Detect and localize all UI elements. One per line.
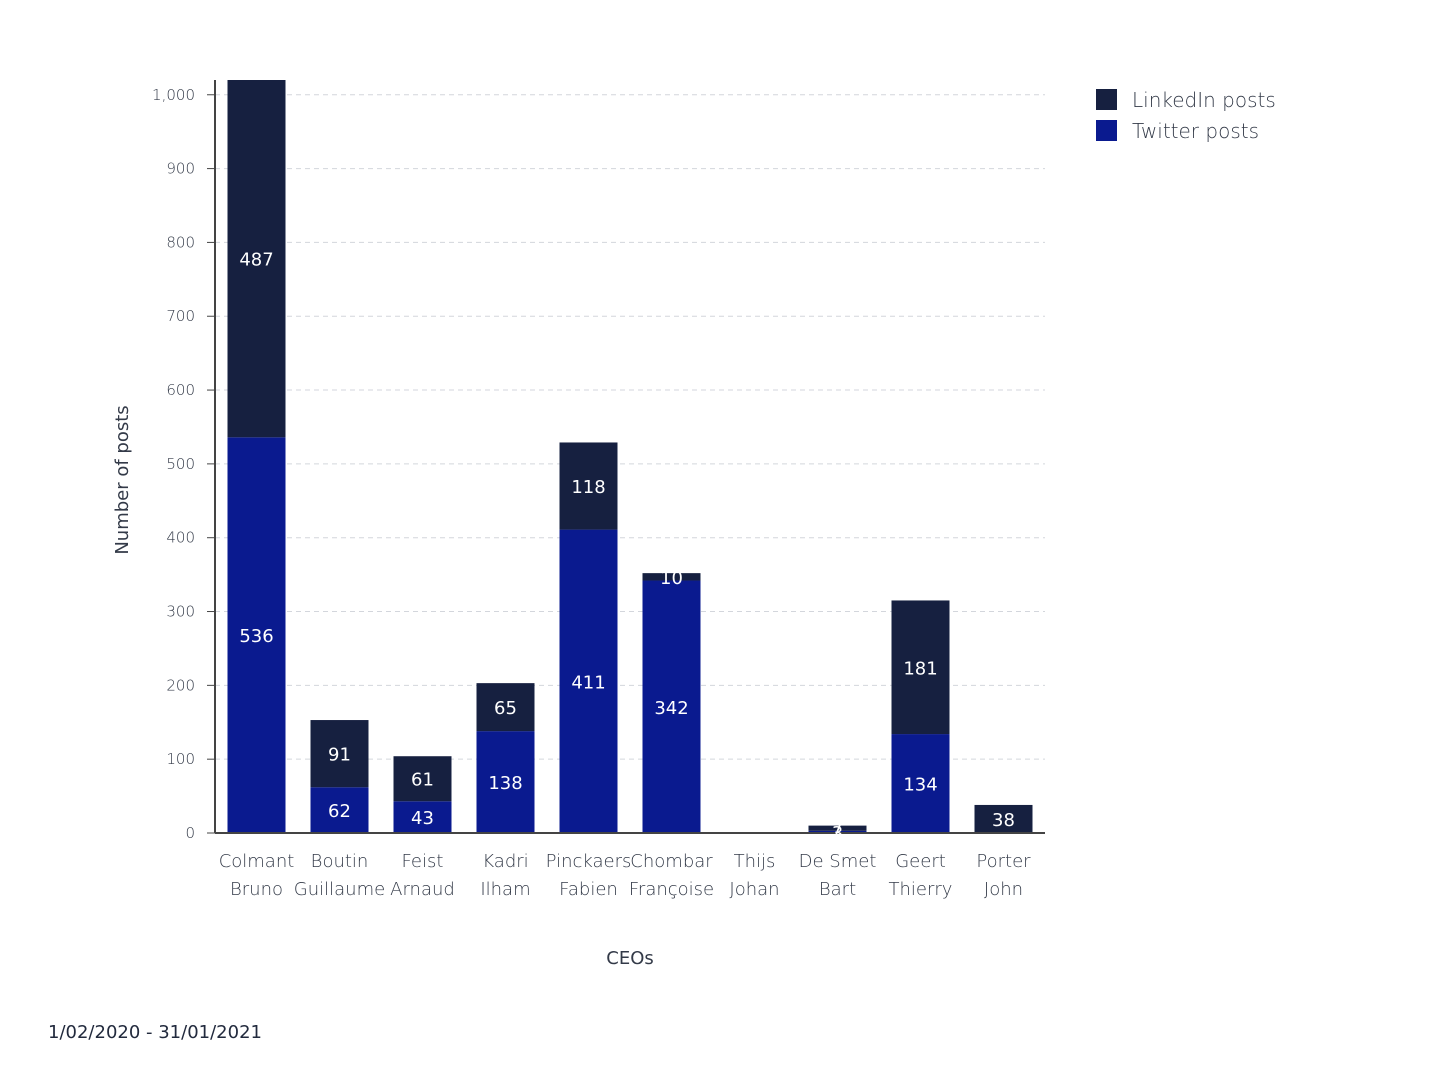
- data-label-linkedin: 487: [239, 250, 273, 271]
- bar-twitter[interactable]: [891, 734, 950, 833]
- y-tick-label: 100: [166, 750, 195, 768]
- data-label-linkedin: 118: [571, 477, 605, 498]
- x-tick-label: Françoise: [629, 879, 714, 900]
- y-tick-label: 800: [166, 233, 195, 251]
- data-label-twitter: 411: [571, 672, 605, 693]
- bar-twitter[interactable]: [808, 830, 867, 833]
- data-label-linkedin: 181: [903, 658, 937, 679]
- bar-linkedin[interactable]: [642, 573, 701, 581]
- x-tick-label: Thierry: [889, 879, 953, 900]
- bar-linkedin[interactable]: [891, 600, 950, 735]
- y-tick-label: 700: [166, 307, 195, 325]
- x-tick-label: Bruno: [230, 879, 283, 900]
- x-tick-label: Pinckaers: [546, 851, 632, 872]
- bar-linkedin[interactable]: [808, 825, 867, 831]
- gridlines: [215, 94, 1045, 760]
- x-tick-label: Johan: [729, 879, 779, 900]
- bar-twitter[interactable]: [393, 801, 452, 833]
- data-label-linkedin: 91: [328, 745, 351, 766]
- y-tick-label: 400: [166, 529, 195, 547]
- x-axis-title: CEOs: [606, 948, 654, 969]
- y-axis-title: Number of posts: [112, 405, 133, 554]
- x-tick-label: Chombar: [630, 851, 713, 872]
- x-tick-label: John: [984, 879, 1023, 900]
- data-label-twitter: 3: [832, 823, 843, 844]
- bar-linkedin[interactable]: [476, 683, 535, 732]
- data-label-twitter: 43: [411, 808, 434, 829]
- legend-label-linkedin: LinkedIn posts: [1132, 87, 1276, 112]
- y-tick-label: 500: [166, 455, 195, 473]
- bar-twitter[interactable]: [310, 787, 369, 833]
- y-tick-label: 1,000: [152, 86, 195, 104]
- data-label-linkedin: 65: [494, 698, 517, 719]
- data-label-linkedin: 7: [832, 819, 843, 840]
- y-tick-label: 200: [166, 676, 195, 694]
- data-label-twitter: 138: [488, 773, 522, 794]
- x-tick-label: Geert: [895, 851, 946, 872]
- data-labels: 536 487 62 91 43 61 138 65 411 118 342 10 37 134 181 38: [239, 250, 1015, 844]
- y-tick-label: 300: [166, 603, 195, 621]
- x-tick-label: Boutin: [311, 851, 369, 872]
- x-tick-label: Thijs: [734, 851, 776, 872]
- legend: LinkedIn posts Twitter posts: [1096, 84, 1396, 146]
- y-tick-label: 900: [166, 160, 195, 178]
- y-tick-label: 600: [166, 381, 195, 399]
- bar-twitter[interactable]: [642, 580, 701, 833]
- x-tick-label: Fabien: [559, 879, 618, 900]
- x-tick-label: Arnaud: [390, 879, 455, 900]
- x-tick-label: Porter: [976, 851, 1031, 872]
- bars: [227, 80, 1033, 833]
- bar-twitter[interactable]: [227, 437, 286, 833]
- data-label-linkedin: 61: [411, 770, 434, 791]
- legend-swatch-linkedin: [1096, 89, 1117, 110]
- x-tick-label: Bart: [819, 879, 856, 900]
- bar-linkedin[interactable]: [393, 756, 452, 802]
- bar-linkedin[interactable]: [974, 804, 1033, 833]
- legend-swatch-twitter: [1096, 120, 1117, 141]
- x-tick-label: Feist: [402, 851, 444, 872]
- data-label-twitter: 536: [239, 626, 273, 647]
- x-tick-label: Guillaume: [294, 879, 385, 900]
- data-label-twitter: 342: [654, 698, 688, 719]
- legend-label-twitter: Twitter posts: [1132, 118, 1260, 143]
- x-tick-label: Ilham: [480, 879, 530, 900]
- data-label-twitter: 134: [903, 775, 937, 796]
- x-tick-label: De Smet: [799, 851, 877, 872]
- data-label-linkedin: 10: [660, 568, 683, 589]
- legend-item-linkedin[interactable]: LinkedIn posts: [1096, 84, 1396, 115]
- x-tick-label: Kadri: [482, 851, 528, 872]
- bar-twitter[interactable]: [559, 529, 618, 833]
- legend-item-twitter[interactable]: Twitter posts: [1096, 115, 1396, 146]
- bar-twitter[interactable]: [476, 731, 535, 833]
- bar-linkedin[interactable]: [559, 442, 618, 530]
- data-label-linkedin: 38: [992, 810, 1015, 831]
- data-label-twitter: 62: [328, 801, 351, 822]
- bar-linkedin[interactable]: [227, 80, 286, 438]
- axes: 0 100 200 300 400 500 600 700 800 900 1,000 Colmant…: [152, 80, 1045, 900]
- y-tick-label: 0: [185, 824, 195, 842]
- x-tick-label: Colmant: [219, 851, 295, 872]
- date-range-footnote: 1/02/2020 - 31/01/2021: [48, 1022, 262, 1043]
- bar-linkedin[interactable]: [310, 720, 369, 788]
